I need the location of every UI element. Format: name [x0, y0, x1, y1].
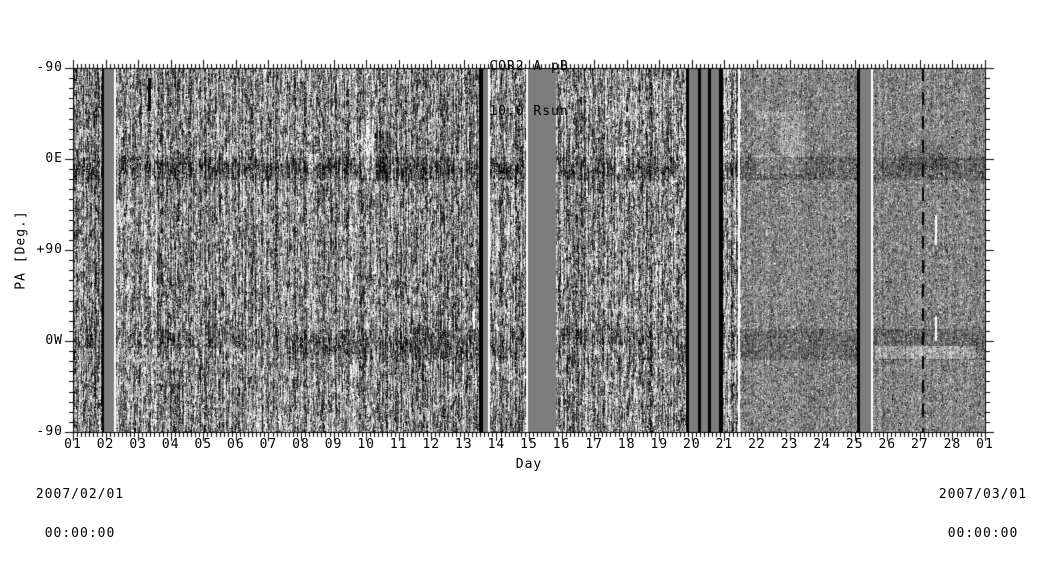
x-tick-label: 13: [455, 437, 473, 452]
x-tick-label: 14: [487, 437, 506, 452]
x-tick-label: 01: [976, 437, 994, 452]
x-tick-label: 06: [227, 437, 245, 452]
heatmap-canvas: [0, 0, 1063, 500]
y-tick-label: +90: [36, 242, 63, 258]
x-tick-label: 26: [878, 437, 897, 452]
x-tick-label: 20: [683, 437, 701, 452]
y-axis-title: PA [Deg.]: [13, 210, 29, 290]
x-tick-label: 23: [780, 437, 799, 452]
x-tick-label: 05: [194, 437, 213, 452]
x-tick-label: 15: [520, 437, 538, 452]
x-tick-label: 09: [324, 437, 343, 452]
end-datetime: 2007/03/01 00:00:00: [927, 462, 1039, 566]
y-tick-label: 0W: [45, 333, 63, 349]
x-tick-label: 21: [715, 437, 734, 452]
x-tick-label: 12: [422, 437, 441, 452]
start-date: 2007/02/01: [35, 487, 125, 502]
x-axis-title: Day: [515, 457, 543, 472]
end-time: 00:00:00: [947, 526, 1019, 541]
end-date: 2007/03/01: [938, 487, 1028, 502]
x-tick-label: 03: [129, 437, 147, 452]
x-tick-label: 04: [161, 437, 180, 452]
x-tick-label: 28: [943, 437, 962, 452]
x-tick-label: 02: [96, 437, 115, 452]
x-tick-label: 22: [748, 437, 766, 452]
y-tick-label: -90: [36, 424, 63, 440]
coronagraph-map-window: COR2 A pB 10.0 Rsun -90 0E +90 0W -90 01 02 03…: [0, 0, 1063, 540]
x-tick-label: 08: [292, 437, 310, 452]
x-tick-label: 25: [845, 437, 864, 452]
chart-subtitle: 10.0 Rsun: [489, 104, 569, 119]
x-tick-label: 18: [617, 437, 636, 452]
chart-title-block: COR2 A pB 10.0 Rsun: [73, 29, 985, 149]
x-tick-label: 19: [650, 437, 669, 452]
start-datetime: 2007/02/01 00:00:00: [24, 462, 136, 566]
x-tick-label: 24: [813, 437, 831, 452]
x-axis-tick-labels: 01 02 03 04 05 06 07 08 09 10 11 12 13 14 15 16 17 18 19 20…: [0, 437, 1063, 453]
x-tick-label: 07: [259, 437, 278, 452]
x-tick-label: 01: [64, 437, 82, 452]
x-tick-label: 27: [911, 437, 929, 452]
x-tick-label: 16: [552, 437, 571, 452]
start-time: 00:00:00: [44, 526, 116, 541]
chart-title: COR2 A pB: [489, 59, 569, 74]
y-tick-label: -90: [36, 60, 63, 76]
y-tick-label: 0E: [45, 151, 63, 167]
x-tick-label: 11: [389, 437, 408, 452]
x-tick-label: 17: [585, 437, 603, 452]
x-tick-label: 10: [357, 437, 375, 452]
